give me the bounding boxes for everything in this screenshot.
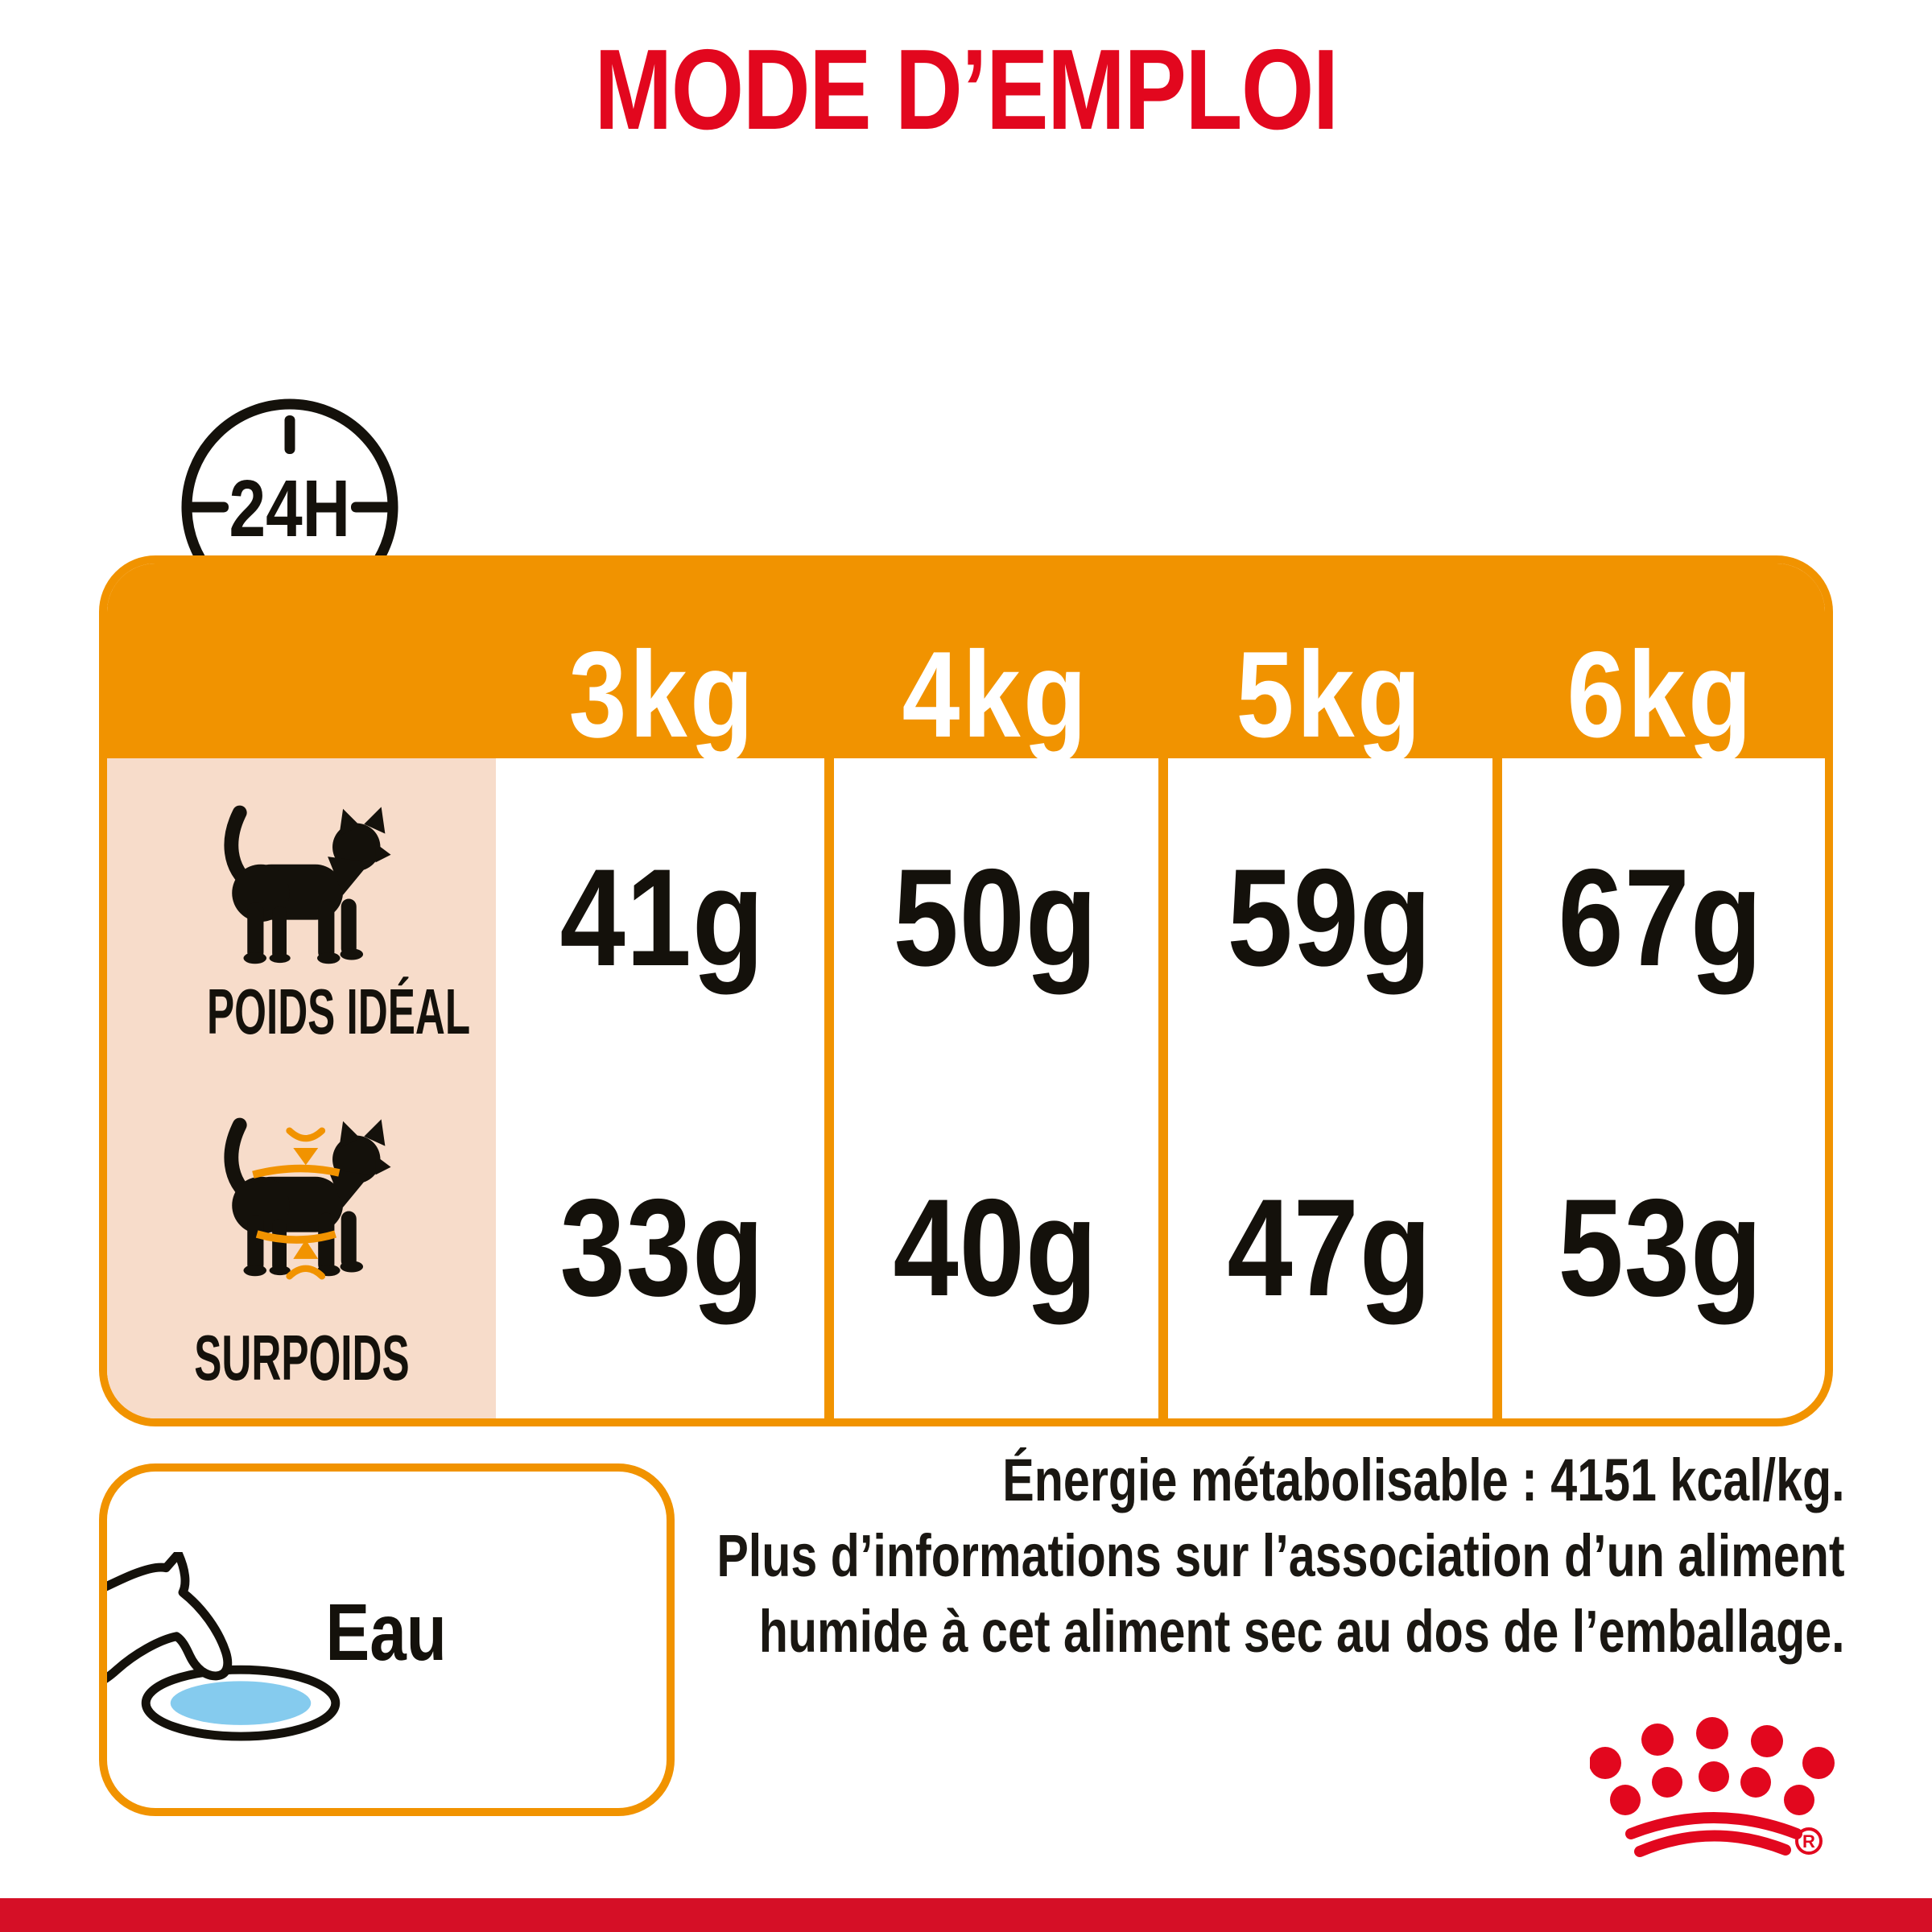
clock-24h-label: 24H — [229, 464, 351, 554]
table-header-band — [107, 564, 1825, 758]
column-divider — [1492, 758, 1502, 1418]
ration-overweight-4kg: 40g — [893, 1170, 1099, 1325]
column-divider — [824, 758, 834, 1418]
ration-overweight-6kg: 53g — [1558, 1170, 1764, 1325]
ration-ideal-3kg: 41g — [559, 840, 766, 995]
ration-overweight-3kg: 33g — [559, 1170, 766, 1325]
feeding-table: 3kg 4kg 5kg 6kg — [99, 555, 1833, 1426]
ration-ideal-5kg: 59g — [1227, 840, 1433, 995]
page-title-text: MODE D’EMPLOI — [594, 26, 1339, 154]
energy-note: Énergie métabolisable : 4151 kcal/kg. Pl… — [435, 1443, 1845, 1670]
royal-canin-crown-logo: R — [1590, 1717, 1835, 1857]
page-title: MODE D’EMPLOI — [0, 26, 1932, 154]
column-header-3kg: 3kg — [568, 626, 757, 763]
ration-overweight-5kg: 47g — [1227, 1170, 1433, 1325]
row-label-overweight: SURPOIDS — [194, 1322, 410, 1393]
column-header-6kg: 6kg — [1567, 626, 1755, 763]
cat-drinking-from-saucer-icon — [107, 1552, 341, 1741]
energy-note-line3: humide à cet aliment sec au dos de l’emb… — [759, 1598, 1846, 1665]
ration-ideal-4kg: 50g — [893, 840, 1099, 995]
footer-brand-bar — [0, 1898, 1932, 1932]
column-header-5kg: 5kg — [1236, 626, 1424, 763]
water-box: Eau — [99, 1463, 675, 1816]
row-label-ideal-weight: POIDS IDÉAL — [207, 976, 471, 1047]
water-label: Eau — [325, 1587, 447, 1678]
ration-ideal-6kg: 67g — [1558, 840, 1764, 995]
svg-text:R: R — [1802, 1831, 1815, 1852]
standing-cat-icon — [224, 805, 391, 964]
energy-note-line1: Énergie métabolisable : 4151 kcal/kg. — [1002, 1447, 1845, 1513]
energy-note-line2: Plus d’informations sur l’association d’… — [716, 1522, 1845, 1589]
column-divider — [1158, 758, 1168, 1418]
overweight-cat-icon — [224, 1117, 391, 1280]
compression-arrows — [252, 1127, 341, 1280]
column-header-4kg: 4kg — [902, 626, 1090, 763]
registered-trademark-icon: R — [1795, 1827, 1823, 1855]
